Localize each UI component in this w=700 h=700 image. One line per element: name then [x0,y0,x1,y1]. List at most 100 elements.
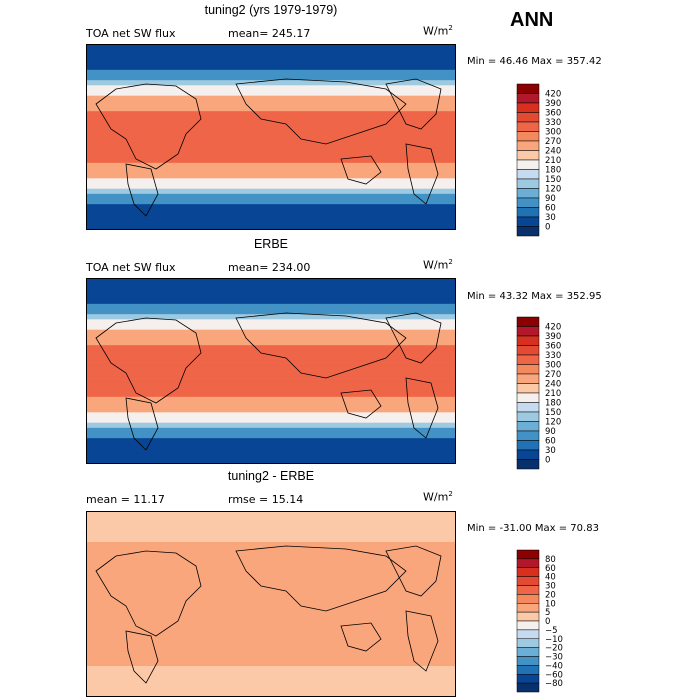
coastline-path [125,163,159,217]
coastline-path [340,155,382,185]
colorbar-tick-label: 30 [545,582,556,592]
field-band [86,319,456,326]
field-band [86,314,456,320]
field-band [86,376,456,382]
field-band [86,126,456,133]
map-frame [86,511,456,697]
field-band [86,624,456,631]
field-band [86,334,456,341]
field-band [86,188,456,195]
field-band [86,593,456,600]
field-band [86,183,456,190]
field-band [86,588,456,595]
colorbar-tick-label: 60 [545,564,556,574]
field-band [86,511,456,517]
field-band [86,309,456,315]
colorbar-tick-label: 0 [545,617,550,627]
coastline-path [385,312,442,364]
field-band [86,350,456,357]
field-band [86,381,456,388]
field-band [86,283,456,289]
field-band [86,562,456,569]
field-band [86,75,456,81]
colorbar-swatch [516,459,540,470]
field-band [86,598,456,605]
coastline-path [235,312,407,379]
coastline-path [405,377,439,439]
map-panel [86,278,456,464]
field-band [86,340,456,346]
field-band [86,691,456,697]
colorbar-tick-label: −30 [545,653,563,663]
colorbar-tick-label: −20 [545,644,563,654]
field-band [86,137,456,143]
colorbar-swatch [516,102,540,113]
colorbar-tick-label: 270 [545,370,561,380]
colorbar-swatch [516,402,540,413]
field-band [86,604,456,610]
colorbar-tick-label: 0 [545,223,550,233]
colorbar-swatch [516,326,540,337]
colorbar-swatch [516,603,540,613]
field-band [86,516,456,522]
field-band [86,168,456,174]
map-frame [86,44,456,230]
colorbar-swatch [516,585,540,595]
field-band [86,407,456,413]
field-band [86,686,456,693]
variable-label: TOA net SW flux [86,27,176,40]
field-band [86,214,456,221]
field-band [86,178,456,185]
colorbar-tick-label: 60 [545,437,556,447]
field-band [86,199,456,205]
colorbar-tick-label: 90 [545,427,556,437]
field-band [86,650,456,657]
colorbar-swatch [516,629,540,639]
coastline-path [235,545,407,612]
field-band [86,85,456,92]
map-panel [86,44,456,230]
colorbar-tick-label: 150 [545,175,561,185]
field-band [86,391,456,398]
coastlines [95,78,442,217]
field-band [86,111,456,117]
colorbar-tick-label: 180 [545,166,561,176]
field-band [86,676,456,683]
field-band [86,526,456,533]
colorbar-tick-label: −60 [545,670,563,680]
coastline-path [95,550,202,637]
field-band [86,54,456,61]
units-label: W/m2 [423,24,453,38]
colorbar-tick-label: 270 [545,137,561,147]
colorbar-swatch [516,316,540,327]
field-band [86,640,456,646]
field-band [86,438,456,444]
field-band [86,635,456,641]
colorbar-swatch [516,567,540,577]
field-band [86,433,456,439]
colorbar-tick-label: 300 [545,361,561,371]
field-band [86,417,456,424]
colorbar-swatch [516,576,540,586]
colorbar-swatch [516,216,540,227]
field-band [86,329,456,336]
colorbar-swatch [516,207,540,218]
colorbar-tick-label: −40 [545,661,563,671]
field-band [86,59,456,66]
field-band [86,531,456,538]
panel-title: tuning2 - ERBE [227,469,315,483]
colorbar-tick-label: 30 [545,213,556,223]
colorbar-tick-label: −10 [545,635,563,645]
field-band [86,152,456,159]
field-band [86,224,456,230]
colorbar-swatch [516,440,540,451]
coastline-path [385,78,442,130]
coastline-path [405,143,439,205]
rmse-label: rmse = 15.14 [228,493,304,506]
field-band [86,371,456,377]
colorbar-tick-label: 10 [545,599,556,609]
field-band [86,660,456,667]
coastline-path [125,397,159,451]
colorbar-swatch [516,647,540,657]
